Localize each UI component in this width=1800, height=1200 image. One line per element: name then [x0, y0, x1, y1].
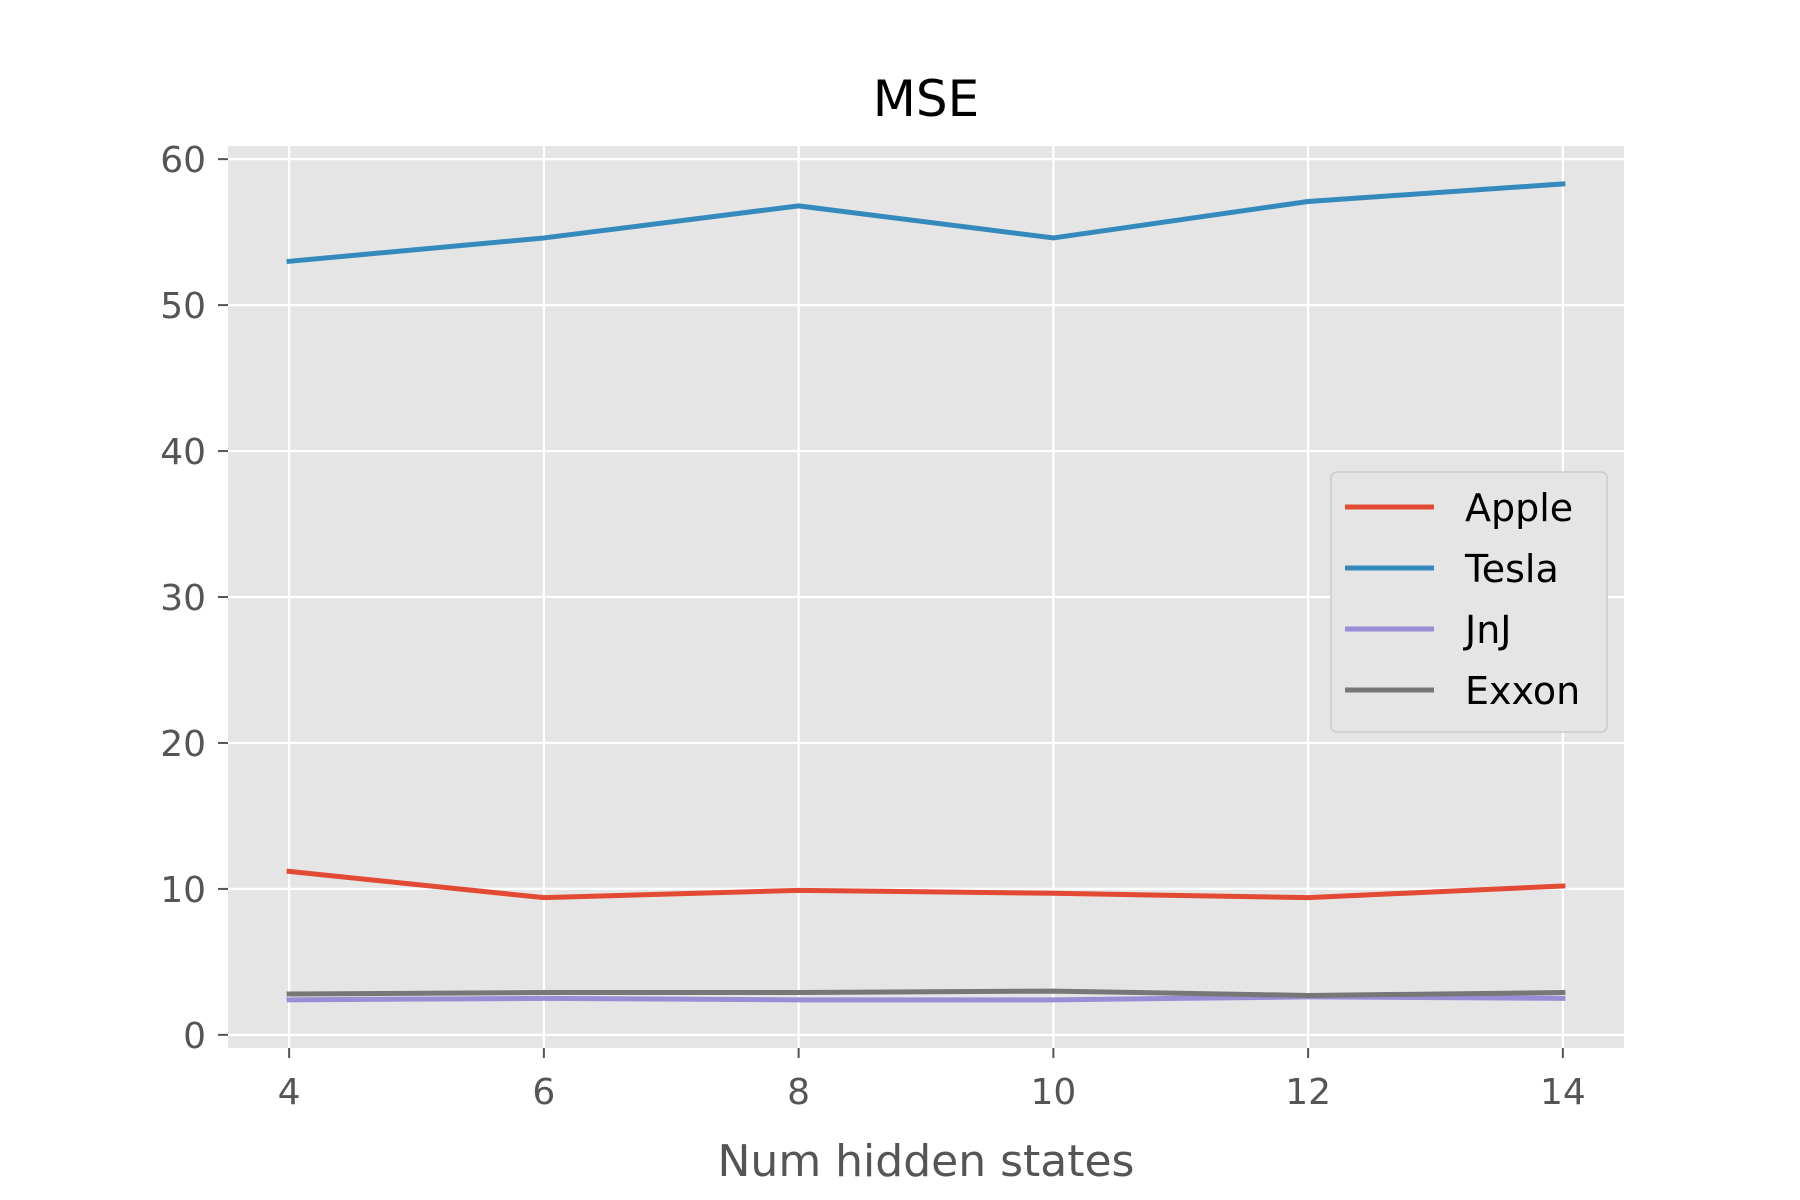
- series-line-apple: [286, 868, 1566, 901]
- gridlines: [228, 146, 1624, 1048]
- legend-label-exxon: Exxon: [1465, 669, 1580, 713]
- y-tick-label: 10: [160, 870, 206, 911]
- y-tick-label: 20: [160, 724, 206, 765]
- y-tick-label: 0: [183, 1016, 206, 1057]
- x-tick-label: 14: [1540, 1072, 1586, 1113]
- x-tick-label: 6: [532, 1072, 555, 1113]
- y-tick-label: 30: [160, 578, 206, 619]
- x-axis-label: Num hidden states: [718, 1136, 1135, 1187]
- series-line-jnj: [286, 994, 1566, 1003]
- axis-ticks: 4 6 8 10 12 14 0 10 20 30 40 50 60: [160, 140, 1586, 1113]
- series-line-exxon: [286, 988, 1566, 998]
- legend-label-tesla: Tesla: [1464, 547, 1559, 591]
- series-lines: [286, 181, 1566, 1003]
- legend-label-apple: Apple: [1465, 486, 1573, 530]
- legend-box: [1330, 471, 1608, 733]
- legend: Apple Tesla JnJ Exxon: [1330, 471, 1608, 733]
- x-tick-label: 12: [1285, 1072, 1331, 1113]
- series-line-tesla: [286, 181, 1566, 265]
- chart-title: MSE: [873, 70, 979, 128]
- y-tick-label: 60: [160, 140, 206, 181]
- y-tick-label: 40: [160, 432, 206, 473]
- legend-label-jnj: JnJ: [1463, 608, 1512, 652]
- x-tick-label: 8: [787, 1072, 810, 1113]
- y-tick-label: 50: [160, 286, 206, 327]
- x-tick-label: 10: [1030, 1072, 1076, 1113]
- x-tick-label: 4: [278, 1072, 301, 1113]
